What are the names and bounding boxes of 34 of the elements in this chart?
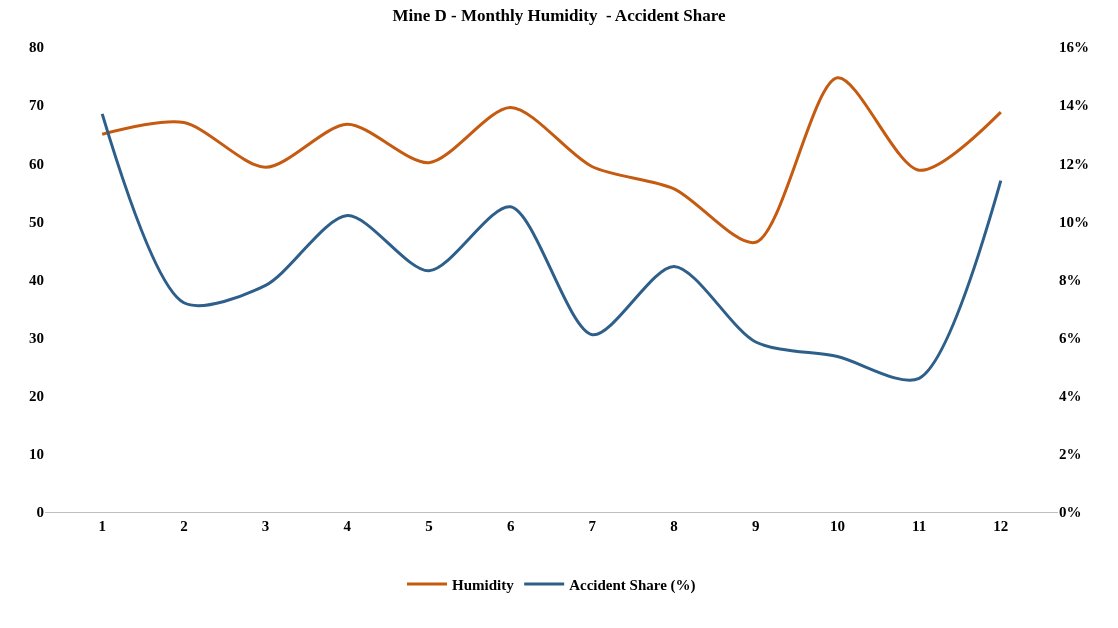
x-tick-label: 3 <box>261 518 270 534</box>
y-tick-label: 20 <box>29 388 44 404</box>
y2-tick-label: 12% <box>1059 155 1089 172</box>
y-tick-label: 80 <box>29 39 44 56</box>
line-series <box>100 76 1003 244</box>
y-tick-label: 40 <box>29 271 44 288</box>
x-tick-label: 7 <box>588 518 597 534</box>
x-tick-label: 9 <box>751 518 760 534</box>
y2-tick-label: 14% <box>1059 97 1089 114</box>
x-tick-label: 1 <box>98 518 106 534</box>
x-tick-label: 2 <box>180 518 188 534</box>
y2-tick-label: 16% <box>1059 39 1089 56</box>
x-tick-label: 11 <box>912 518 927 534</box>
x-tick-label: 8 <box>670 518 678 534</box>
y-tick-label: 10 <box>29 446 44 463</box>
y2-tick-label: 8% <box>1059 271 1082 288</box>
y2-tick-label: 2% <box>1059 446 1082 463</box>
legend-label: Accident Share (%) <box>569 576 696 594</box>
y-tick-label: 50 <box>29 213 44 230</box>
y-tick-label: 30 <box>29 329 44 346</box>
y-tick-label: 70 <box>29 97 44 114</box>
y-tick-label: 0 <box>36 504 44 521</box>
y2-tick-label: 6% <box>1059 329 1082 346</box>
x-tick-label: 12 <box>993 518 1009 534</box>
y2-tick-label: 0% <box>1059 504 1082 521</box>
x-tick-label: 5 <box>425 518 433 534</box>
chart-title: Mine D - Monthly Humidity - Accident Share <box>392 6 726 26</box>
y2-tick-label: 4% <box>1059 388 1082 404</box>
x-tick-label: 6 <box>506 518 515 534</box>
x-tick-label: 4 <box>343 518 352 534</box>
y-tick-label: 60 <box>29 155 44 172</box>
legend-label: Humidity <box>452 576 515 593</box>
y2-tick-label: 10% <box>1059 213 1089 230</box>
x-tick-label: 10 <box>829 518 845 534</box>
